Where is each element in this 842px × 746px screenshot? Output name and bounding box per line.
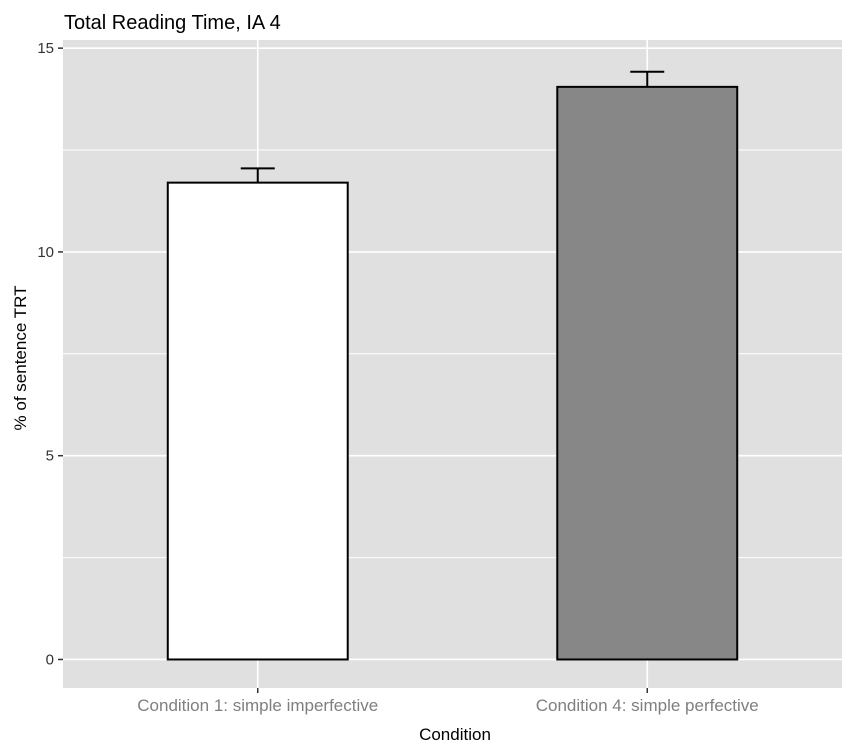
x-axis: Condition 1: simple imperfective Conditio… [137,688,759,715]
x-tick-label: Condition 1: simple imperfective [137,696,378,715]
y-axis: 0 5 10 15 [37,40,63,668]
bars [166,85,739,661]
y-axis-label: % of sentence TRT [11,286,30,431]
bar-1 [166,181,349,661]
y-tick-label: 0 [46,651,54,668]
y-tick-label: 5 [46,448,54,465]
y-tick-label: 15 [37,40,54,57]
x-tick-label: Condition 4: simple perfective [536,696,759,715]
y-tick-label: 10 [37,244,54,261]
error-bars [240,70,665,183]
x-axis-label: Condition [419,725,491,744]
chart-title: Total Reading Time, IA 4 [64,12,281,34]
bar-2 [556,85,739,661]
